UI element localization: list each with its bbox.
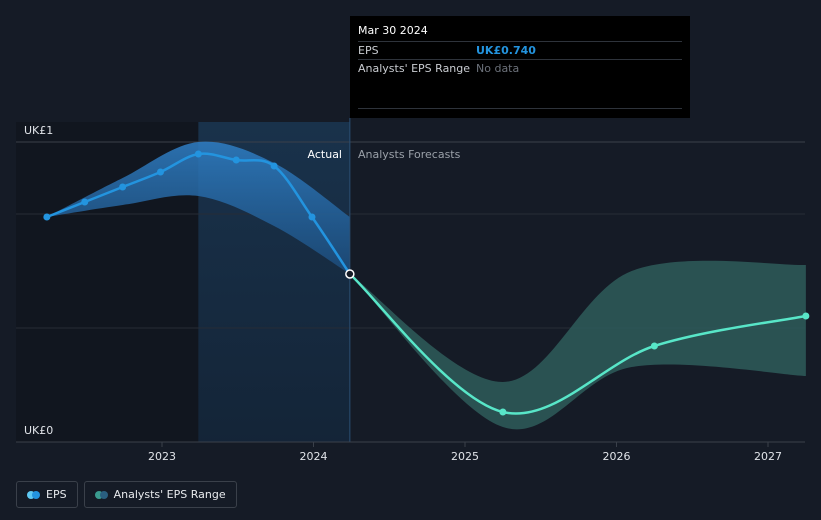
eps-actual-point — [81, 198, 89, 206]
eps-actual-point — [194, 150, 202, 158]
eps-legend-icon — [27, 490, 40, 499]
eps-forecast-line — [349, 273, 807, 415]
forecast-region-label: Analysts Forecasts — [358, 148, 461, 161]
x-tick-label: 2027 — [754, 450, 782, 463]
eps-forecast-point — [802, 312, 810, 320]
range-legend-icon — [94, 490, 108, 499]
eps-actual-point — [308, 213, 316, 221]
x-tick-label: 2024 — [300, 450, 328, 463]
x-tick-label: 2026 — [603, 450, 631, 463]
legend-eps-button[interactable]: EPS — [16, 481, 78, 508]
tooltip-eps-label: EPS — [358, 44, 379, 57]
tooltip: Mar 30 2024 EPS UK£0.740 Analysts' EPS R… — [350, 16, 690, 118]
tooltip-eps-row: EPS UK£0.740 — [358, 42, 682, 60]
legend: EPS Analysts' EPS Range — [16, 481, 237, 508]
legend-range-label: Analysts' EPS Range — [113, 488, 226, 501]
eps-actual-point — [156, 168, 164, 176]
x-tick-label: 2025 — [451, 450, 479, 463]
y-axis-top-label: UK£1 — [24, 124, 53, 137]
tooltip-range-value: No data — [476, 62, 520, 75]
eps-actual-point — [232, 156, 240, 164]
eps-actual-point — [270, 162, 278, 170]
tooltip-eps-value: UK£0.740 — [476, 44, 536, 57]
x-tick-label: 2023 — [148, 450, 176, 463]
actual-region-label: Actual — [308, 148, 342, 161]
eps-actual-point — [43, 213, 51, 221]
eps-forecast-point — [499, 408, 507, 416]
eps-actual-point — [119, 183, 127, 191]
tooltip-range-label: Analysts' EPS Range — [358, 62, 471, 75]
legend-eps-label: EPS — [46, 488, 67, 501]
tooltip-range-row: Analysts' EPS Range No data — [358, 60, 682, 77]
y-axis-bottom-label: UK£0 — [24, 424, 53, 437]
tooltip-divider — [358, 108, 682, 109]
legend-range-button[interactable]: Analysts' EPS Range — [83, 481, 237, 508]
forecast-range-band — [349, 260, 806, 430]
actual-range-band — [46, 141, 350, 274]
tooltip-date: Mar 30 2024 — [358, 23, 682, 42]
eps-forecast-point — [650, 342, 658, 350]
eps-actual-point — [345, 269, 355, 279]
